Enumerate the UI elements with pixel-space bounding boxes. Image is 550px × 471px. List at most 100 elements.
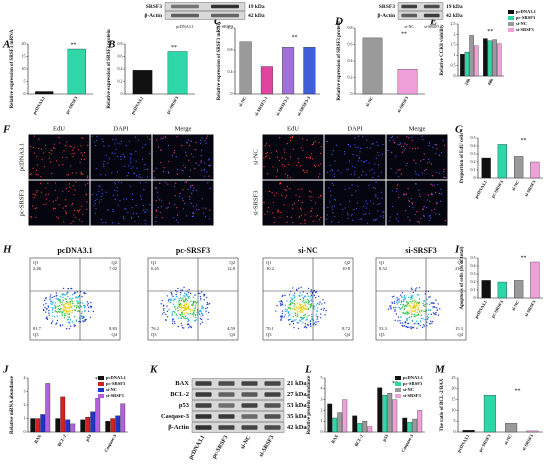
flow-event [54,305,56,307]
cell-dot [380,191,383,193]
cell-dot [195,141,197,144]
cell-dot [130,216,133,218]
flow-event [192,296,195,299]
cell-dot [337,170,339,172]
flow-event [201,307,203,309]
flow-event [303,316,305,319]
flow-event [193,301,195,304]
cell-dot [351,194,353,196]
legend-label: pcDNA3.1 [516,9,537,14]
flow-event [413,323,416,325]
flow-event [429,303,431,306]
cell-dot [74,209,76,211]
blot-protein: β-Actin [168,424,189,431]
cell-dot [58,164,60,166]
cell-dot [400,146,403,148]
blot-band [264,403,281,408]
cell-dot [207,159,210,161]
cell-dot [379,202,381,205]
flow-event [64,312,66,315]
cell-dot [329,201,331,203]
x-tick-label: p53 [381,433,389,442]
flow-event [178,301,180,303]
flow-event [426,315,429,318]
flow-event [416,301,418,303]
cell-dot [73,153,75,155]
cell-dot [145,223,147,225]
flow-event [390,307,392,309]
flow-event [62,311,64,313]
flow-event [437,303,439,305]
cell-dot [382,215,384,217]
flow-event [296,310,298,312]
cell-dot [376,141,378,143]
flow-event [203,293,206,296]
legend-swatch [508,22,514,26]
flow-event [294,314,297,317]
blot-band [195,392,212,397]
flow-event [192,302,194,305]
cell-dot [55,199,57,201]
cell-dot [119,199,121,202]
flow-event [58,299,60,302]
cell-dot [29,173,31,175]
flow-event [297,322,299,324]
flow-event [305,308,307,310]
flow-event [306,307,309,310]
channel-header: DAPI [113,125,128,132]
cell-dot [408,137,410,139]
flow-event [297,314,299,316]
blot-protein: BCL-2 [170,391,189,398]
flow-event [414,306,416,309]
cell-dot [331,208,334,210]
cell-dot [192,189,194,192]
flow-event [42,304,45,306]
cell-dot [418,193,421,195]
flow-event [406,325,408,328]
cell-dot [94,200,96,202]
flow-event [280,318,282,320]
flow-event [396,301,398,304]
cell-dot [129,161,132,164]
flow-event [59,300,61,302]
cell-dot [80,173,82,175]
cell-dot [128,165,130,167]
flow-event [411,313,413,315]
cell-dot [366,202,368,205]
cell-dot [265,156,267,158]
cell-dot [369,169,371,172]
quadrant-name: Q3 [33,332,39,337]
flow-event [412,295,414,297]
bar [327,403,333,433]
cell-dot [374,187,376,190]
flow-event [305,319,307,321]
flow-event [424,318,426,321]
flow-event [280,304,282,307]
bar [110,418,116,433]
cell-dot [266,173,269,175]
cell-dot [358,158,360,160]
cell-dot [30,173,32,175]
cell-dot [81,154,84,156]
y-tick-label: 0.4 [471,263,476,268]
flow-event [66,300,68,303]
flow-event [290,297,292,299]
flow-event [188,306,190,309]
cell-dot [65,213,67,215]
flow-event [45,297,47,299]
cell-dot [155,220,157,223]
cell-dot [188,144,191,147]
flow-event [289,304,291,306]
flow-event [171,314,173,316]
cell-dot [200,169,203,171]
flow-event [181,289,184,291]
cell-dot [421,172,423,174]
bar [497,144,507,179]
cell-dot [202,207,204,209]
y-tick-label: 0.8 [118,41,123,46]
y-axis-label: Relative expression of SRSF3 mRNA [10,29,15,108]
cell-dot [80,152,82,154]
cell-dot [304,214,306,216]
flow-event [85,318,87,321]
